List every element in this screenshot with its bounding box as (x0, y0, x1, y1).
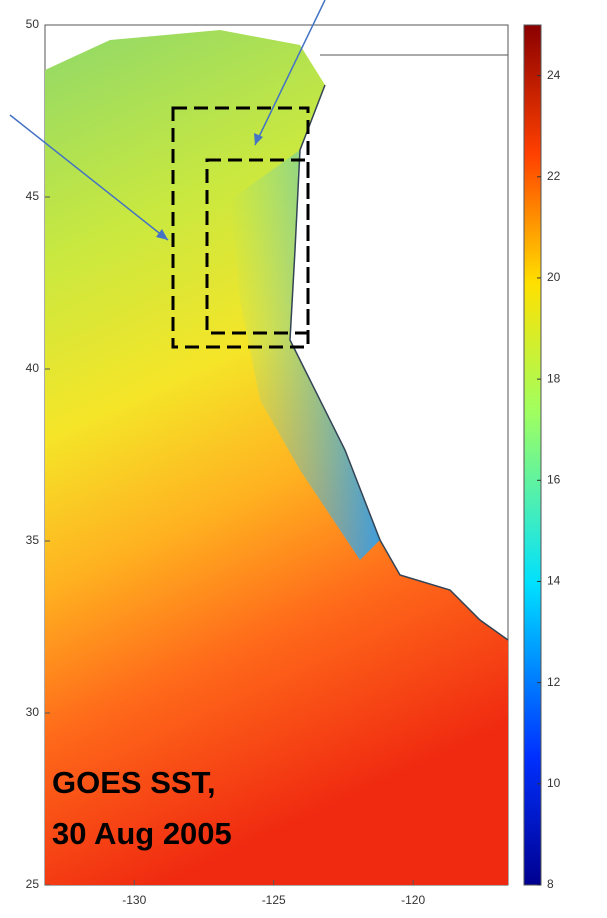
upwelling-zone (230, 150, 380, 560)
colorbar-tick-label: 10 (547, 776, 561, 790)
colorbar (523, 24, 542, 886)
colorbar-tick-label: 14 (547, 574, 561, 588)
colorbar-tick-label: 24 (547, 68, 561, 82)
arrow-head (254, 133, 263, 145)
colorbar-tick-label: 22 (547, 169, 561, 183)
y-tick-label: 40 (26, 361, 40, 375)
y-tick-label: 50 (26, 17, 40, 31)
x-tick-label: -120 (401, 893, 425, 907)
x-tick-label: -125 (262, 893, 286, 907)
coastline (289, 84, 509, 641)
colorbar-tick-label: 20 (547, 270, 561, 284)
y-tick-label: 25 (26, 877, 40, 891)
colorbar-tick-label: 8 (547, 877, 554, 891)
map (9, 0, 509, 886)
pointer-arrow (254, 0, 326, 146)
colorbar-tick-label: 12 (547, 675, 561, 689)
x-tick-label: -130 (122, 893, 146, 907)
y-tick-label: 30 (26, 705, 40, 719)
y-tick-label: 35 (26, 533, 40, 547)
colorbar-tick-label: 18 (547, 371, 561, 385)
inner-domain-box (205, 158, 310, 335)
annotation: GOES SST, (52, 765, 216, 800)
ocean-sst (45, 30, 508, 885)
colorbar-tick-label: 16 (547, 472, 561, 486)
arrow-head (156, 229, 168, 240)
y-tick-label: 45 (26, 189, 40, 203)
pointer-arrow (9, 114, 169, 241)
annotation: 30 Aug 2005 (52, 816, 232, 851)
